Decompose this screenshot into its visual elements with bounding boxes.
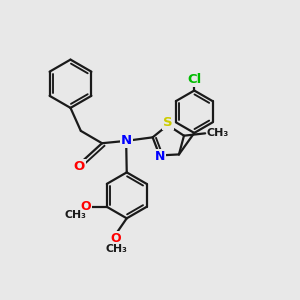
Text: Cl: Cl (187, 73, 201, 86)
Text: O: O (110, 232, 121, 244)
Text: O: O (80, 200, 91, 213)
Text: S: S (163, 116, 172, 129)
Text: N: N (154, 150, 165, 164)
Text: CH₃: CH₃ (64, 210, 86, 220)
Text: CH₃: CH₃ (207, 128, 229, 138)
Text: N: N (121, 134, 132, 147)
Text: CH₃: CH₃ (105, 244, 127, 254)
Text: O: O (74, 160, 85, 173)
